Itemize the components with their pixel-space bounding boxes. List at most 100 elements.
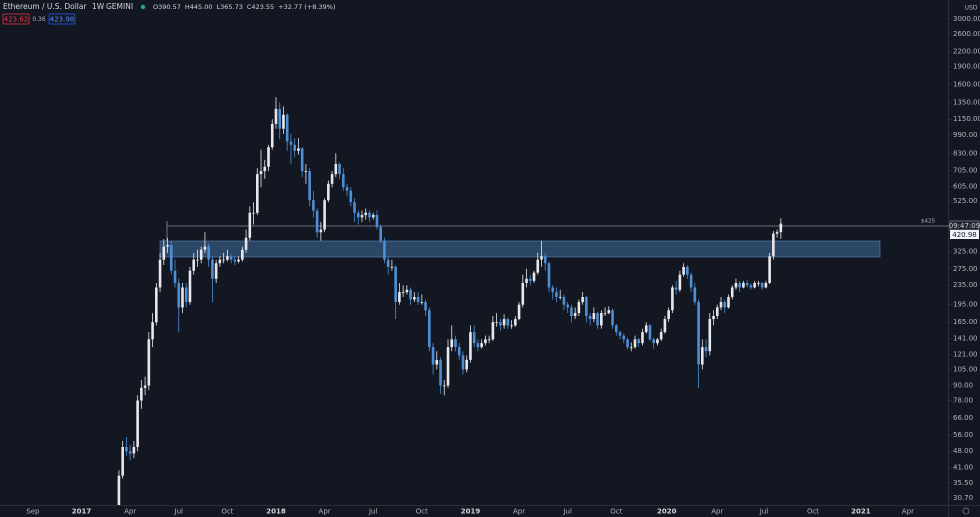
candle-body — [629, 347, 633, 348]
candle-body — [727, 296, 730, 308]
candle-body — [644, 325, 648, 333]
candle-body — [345, 187, 349, 191]
candle-body — [585, 296, 588, 317]
candle-body — [398, 292, 401, 303]
candle-body — [394, 266, 397, 303]
candle-body — [155, 287, 158, 323]
x-tick-label: Oct — [416, 508, 428, 516]
candle-body — [592, 313, 596, 320]
candle-body — [671, 287, 674, 311]
candle-body — [173, 270, 177, 284]
y-tick-label: 275.00 — [953, 265, 978, 273]
candle-body — [349, 190, 353, 203]
y-tick-label: 41.00 — [953, 464, 973, 472]
y-tick-label: 605.00 — [953, 182, 978, 190]
candle-body — [469, 332, 472, 360]
x-tick-label: Jul — [174, 508, 184, 516]
candle-body — [409, 289, 412, 300]
candle-body — [237, 259, 240, 262]
candle-body — [199, 249, 203, 260]
candle-body — [255, 174, 259, 213]
candle-body — [356, 212, 360, 218]
candle-body — [532, 272, 536, 281]
candle-body — [607, 310, 611, 314]
candle-body — [723, 302, 727, 308]
candle-body — [222, 259, 225, 261]
candle-body — [764, 283, 768, 288]
candle-body — [450, 339, 454, 348]
candle-body — [480, 343, 483, 348]
candle-body — [558, 296, 562, 298]
y-tick-label: 48.00 — [953, 447, 973, 455]
y-tick-label: 165.00 — [953, 318, 978, 326]
candle-body — [487, 339, 491, 341]
candle-body — [704, 347, 708, 352]
candle-body — [431, 347, 435, 365]
x-tick-label: Jul — [562, 508, 572, 516]
ohlc-value: L365.73 — [217, 3, 243, 11]
candle-body — [386, 259, 390, 267]
candle-body — [697, 302, 700, 365]
symbol-title: Ethereum / U.S. Dollar — [3, 2, 87, 11]
y-tick-label: 35.50 — [953, 479, 973, 487]
currency: USD — [965, 5, 978, 12]
x-tick-label: 2017 — [72, 508, 92, 516]
candle-body — [588, 316, 592, 320]
x-tick-label: Apr — [513, 508, 525, 516]
candle-body — [652, 339, 655, 344]
candle-body — [678, 274, 682, 290]
candle-body — [263, 166, 267, 172]
x-tick-label: Apr — [319, 508, 331, 516]
candle-body — [267, 147, 270, 167]
y-tick-label: 830.00 — [953, 149, 978, 157]
candle-body — [132, 446, 136, 454]
candle-body — [491, 322, 495, 340]
y-tick-label: 2600.00 — [953, 30, 980, 38]
x-tick-label: Oct — [610, 508, 622, 516]
candle-body — [641, 332, 644, 344]
candle-body — [181, 287, 184, 308]
candle-body — [442, 385, 446, 387]
candle-body — [390, 266, 394, 268]
candle-body — [278, 108, 282, 129]
candle-body — [779, 223, 783, 233]
bid-box — [2, 13, 30, 25]
y-tick-label: 990.00 — [953, 131, 978, 139]
candle-body — [667, 310, 670, 320]
line-label: $425 — [921, 219, 935, 225]
y-tick-label: 105.00 — [953, 365, 978, 373]
y-tick-label: 195.00 — [953, 301, 978, 309]
candle-body — [125, 446, 128, 452]
candle-body — [289, 141, 293, 145]
settings-icon[interactable] — [962, 507, 970, 515]
candle-body — [147, 339, 151, 386]
candle-body — [244, 237, 248, 250]
interval: 1W — [92, 2, 105, 11]
candle-body — [600, 313, 603, 326]
candle-body — [506, 319, 510, 326]
candle-body — [633, 339, 637, 348]
candle-body — [196, 259, 199, 261]
candle-body — [659, 332, 663, 340]
candle-body — [573, 313, 577, 317]
candle-body — [203, 246, 207, 250]
bid: 423.62 — [4, 15, 29, 23]
candle-body — [715, 307, 719, 317]
candle-body — [757, 283, 760, 284]
candle-body — [603, 313, 607, 314]
candle-body — [166, 245, 169, 247]
candle-body — [536, 259, 540, 273]
candle-body — [768, 256, 771, 284]
candle-body — [502, 319, 506, 326]
candle-body — [117, 475, 121, 505]
ohlc-value: +32.77 (+8.39%) — [278, 3, 335, 11]
ask-box — [48, 13, 76, 25]
x-tick-label: 2021 — [851, 508, 871, 516]
candle-body — [435, 359, 439, 365]
y-tick-label: 66.00 — [953, 414, 973, 422]
candle-body — [547, 263, 551, 288]
y-tick-label: 78.00 — [953, 396, 973, 404]
candle-body — [701, 347, 704, 365]
candle-body — [528, 278, 532, 281]
candle-body — [689, 274, 693, 288]
